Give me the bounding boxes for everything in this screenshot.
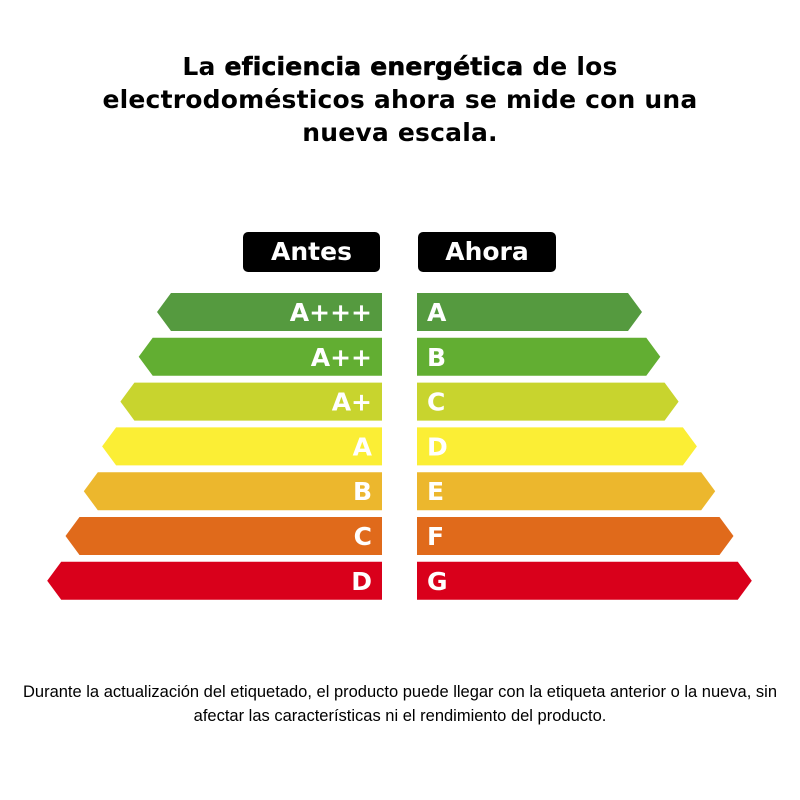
header-ahora: Ahora: [418, 232, 556, 272]
now-bar: [417, 337, 661, 376]
before-bar: [65, 517, 382, 555]
now-label: F: [427, 522, 444, 551]
now-bar: [417, 382, 679, 421]
before-label: A+: [332, 388, 372, 417]
now-label: D: [427, 432, 448, 461]
before-bar: [47, 561, 382, 600]
now-label: B: [427, 343, 446, 372]
before-bar: [120, 382, 383, 421]
before-bar: [157, 293, 382, 331]
before-bar: [83, 472, 383, 511]
now-bar: [417, 561, 752, 600]
now-label: A: [427, 298, 447, 327]
now-bar: [417, 472, 716, 511]
now-bar: [417, 517, 734, 555]
footer-note: Durante la actualización del etiquetado,…: [22, 683, 777, 725]
now-label: C: [427, 388, 445, 417]
header-antes: Antes: [243, 232, 380, 272]
now-label: E: [427, 477, 444, 506]
title-text: de los electrodomésticos ahora se mide c…: [102, 52, 698, 147]
before-label: A: [353, 432, 373, 461]
before-label: A++: [311, 343, 372, 372]
title-text: La: [182, 52, 225, 81]
before-label: D: [351, 567, 372, 596]
before-bar: [138, 337, 382, 376]
before-label: B: [353, 477, 372, 506]
before-bar: [102, 427, 382, 466]
page-title: La eficiencia energética de los electrod…: [60, 50, 740, 149]
title-emphasis: eficiencia energética: [224, 52, 524, 82]
now-bar: [417, 427, 697, 466]
before-label: C: [354, 522, 372, 551]
now-label: G: [427, 567, 448, 596]
before-label: A+++: [290, 298, 372, 327]
now-bar: [417, 293, 642, 331]
